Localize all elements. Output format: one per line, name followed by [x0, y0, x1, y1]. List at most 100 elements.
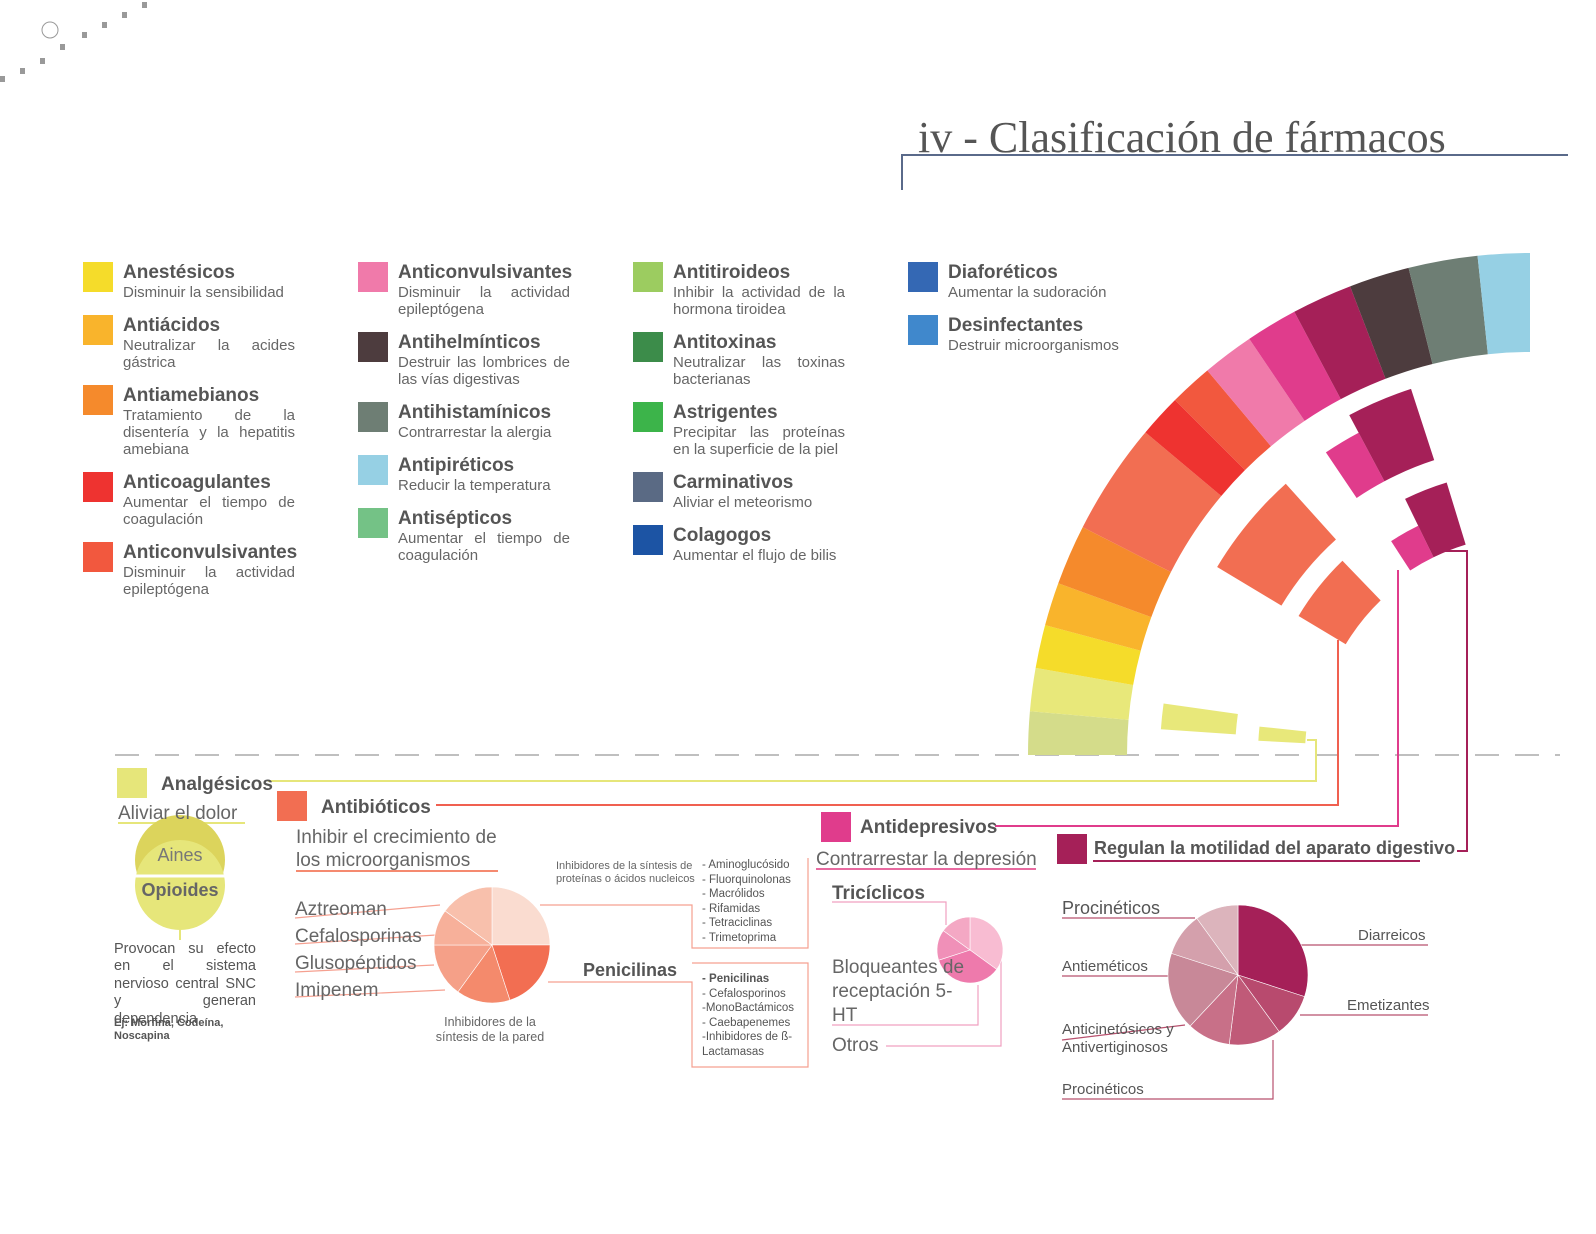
legend-description: Neutralizar las toxinas bacterianas [673, 354, 845, 388]
arc-segment [1325, 432, 1385, 498]
legend-name: Antipiréticos [398, 455, 515, 476]
leader [294, 964, 435, 973]
arc-segment [1217, 483, 1336, 606]
group-label: Cefalosporinas [295, 926, 422, 947]
legend-description: Aliviar el meteorismo [673, 494, 813, 511]
group-label: Anticinetósicos y Antivertiginosos [1062, 1021, 1174, 1056]
pie-slice [942, 916, 971, 951]
swatch [821, 812, 851, 842]
arc-segment [1294, 286, 1386, 400]
legend-name: Carminativos [673, 472, 794, 493]
legend-description: Aumentar el tiempo de coagulación [398, 530, 570, 564]
subgroup-title: Penicilinas [583, 960, 678, 980]
legend-item: Anticonvulsivantes Disminuir la actividad… [358, 262, 608, 318]
section-subtitle: Aliviar el dolor [118, 803, 238, 824]
dot [102, 22, 107, 28]
legend-swatch [908, 315, 938, 345]
legend-name: Astrigentes [673, 402, 778, 423]
list: - Penicilinas - Cefalosporinos -MonoBactám… [702, 972, 802, 1059]
legend-item: Antiamebianos Tratamiento de la disenterí… [83, 385, 333, 458]
leader [540, 858, 809, 949]
example: Ej: Morfina, Codeína, Noscapina [114, 1017, 224, 1043]
pie-slice [444, 886, 493, 946]
connectors [118, 550, 1468, 1100]
dot [0, 76, 5, 82]
arc-segment [1175, 370, 1271, 471]
opioides-circle [135, 840, 225, 930]
group-label: Procinéticos [1062, 898, 1161, 918]
pies [433, 886, 1309, 1046]
arc-segment [1145, 400, 1246, 496]
group-label: Emetizantes [1347, 997, 1430, 1014]
type-label: Bloqueantes de receptación 5-HT [832, 957, 965, 1026]
type-label: Otros [832, 1035, 879, 1056]
legend-name: Antitiroideos [673, 262, 791, 283]
legend-swatch [358, 402, 388, 432]
arc-segment [1408, 255, 1488, 364]
legend-name: Antiácidos [123, 315, 221, 336]
legend-name: Antisépticos [398, 508, 513, 529]
list: - Aminoglucósido - Fluorquinolonas - Macró… [702, 858, 791, 945]
legend-column: Diaforéticos Aumentar la sudoración Desinf… [908, 262, 1158, 368]
legend-description: Neutralizar la acides gástrica [123, 337, 295, 371]
legend-item: Anticonvulsivantes Disminuir la actividad… [83, 542, 333, 598]
legend-name: Antihistamínicos [398, 402, 552, 423]
arc-segment [1029, 667, 1134, 720]
circle [41, 21, 59, 39]
legend-description: Contrarrestar la alergia [398, 424, 552, 441]
legend-item: Desinfectantes Destruir microorganismos [908, 315, 1158, 354]
legend-name: Anestésicos [123, 262, 235, 283]
section-title: Regulan la motilidad del aparato digesti… [1094, 838, 1456, 858]
legend-name: Anticonvulsivantes [398, 262, 573, 283]
legend-swatch [358, 332, 388, 362]
description: Provocan su efecto en el sistema nervios… [114, 941, 256, 1027]
dot [60, 44, 65, 50]
legend-item: Anticoagulantes Aumentar el tiempo de coa… [83, 472, 333, 528]
corner-decoration [0, 2, 147, 82]
pie-slice [1237, 904, 1309, 998]
leader [832, 985, 979, 1026]
note: Inhibidores de la síntesis de proteínas … [556, 860, 695, 886]
group-label: Glusopéptidos [295, 953, 417, 974]
arc-segment [1391, 525, 1434, 571]
legend-item: Anestésicos Disminuir la sensibilidad [83, 262, 333, 301]
legend-swatch [633, 402, 663, 432]
swatch [277, 791, 307, 821]
legend-item: Colagogos Aumentar el flujo de bilis [633, 525, 883, 564]
legend-swatch [83, 385, 113, 415]
legend-item: Antitoxinas Neutralizar las toxinas bacte… [633, 332, 883, 388]
legend-column: Anticonvulsivantes Disminuir la actividad… [358, 262, 608, 578]
arc-segment [1160, 703, 1238, 735]
legend-swatch [633, 332, 663, 362]
legend-description: Aumentar el flujo de bilis [673, 547, 837, 564]
legend-description: Destruir microorganismos [948, 337, 1119, 354]
legend-swatch [908, 262, 938, 292]
list-item: -MonoBactámicos [702, 1002, 795, 1014]
legend-description: Tratamiento de la disentería y la hepati… [123, 407, 295, 458]
legend-item: Antipiréticos Reducir la temperatura [358, 455, 608, 494]
leader [294, 934, 437, 945]
legend-description: Aumentar la sudoración [948, 284, 1107, 301]
legend-description: Reducir la temperatura [398, 477, 551, 494]
connector [1440, 550, 1468, 852]
arc-segment [1350, 267, 1433, 379]
dot [122, 12, 127, 18]
legend-swatch [83, 472, 113, 502]
legend-name: Anticonvulsivantes [123, 542, 298, 563]
legend-item: Antihelmínticos Destruir las lombrices de… [358, 332, 608, 388]
type-label: Opioides [141, 880, 219, 900]
list-item: - Tetraciclinas [702, 917, 773, 929]
note: Inhibidores de la síntesis de la pared [435, 1015, 545, 1044]
leader [832, 901, 947, 925]
pie-slice [491, 944, 551, 1001]
pie-slice [938, 949, 998, 984]
group-label: Aztreoman [295, 899, 387, 920]
leader [886, 960, 1002, 1047]
group-label: Diarreicos [1358, 927, 1426, 944]
leader [548, 962, 809, 1068]
dot [40, 58, 45, 64]
list-item: - Penicilinas [702, 973, 770, 985]
title-rule [901, 154, 1568, 190]
